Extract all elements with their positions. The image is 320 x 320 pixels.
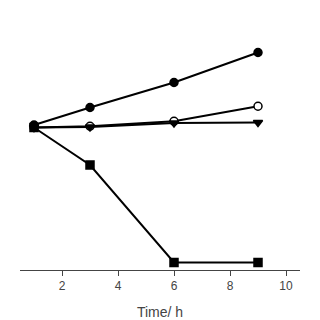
svg-text:4: 4 (115, 279, 122, 293)
svg-text:10: 10 (279, 279, 293, 293)
svg-text:6: 6 (171, 279, 178, 293)
svg-text:2: 2 (59, 279, 66, 293)
svg-text:Time/ h: Time/ h (137, 304, 183, 320)
svg-text:8: 8 (227, 279, 234, 293)
